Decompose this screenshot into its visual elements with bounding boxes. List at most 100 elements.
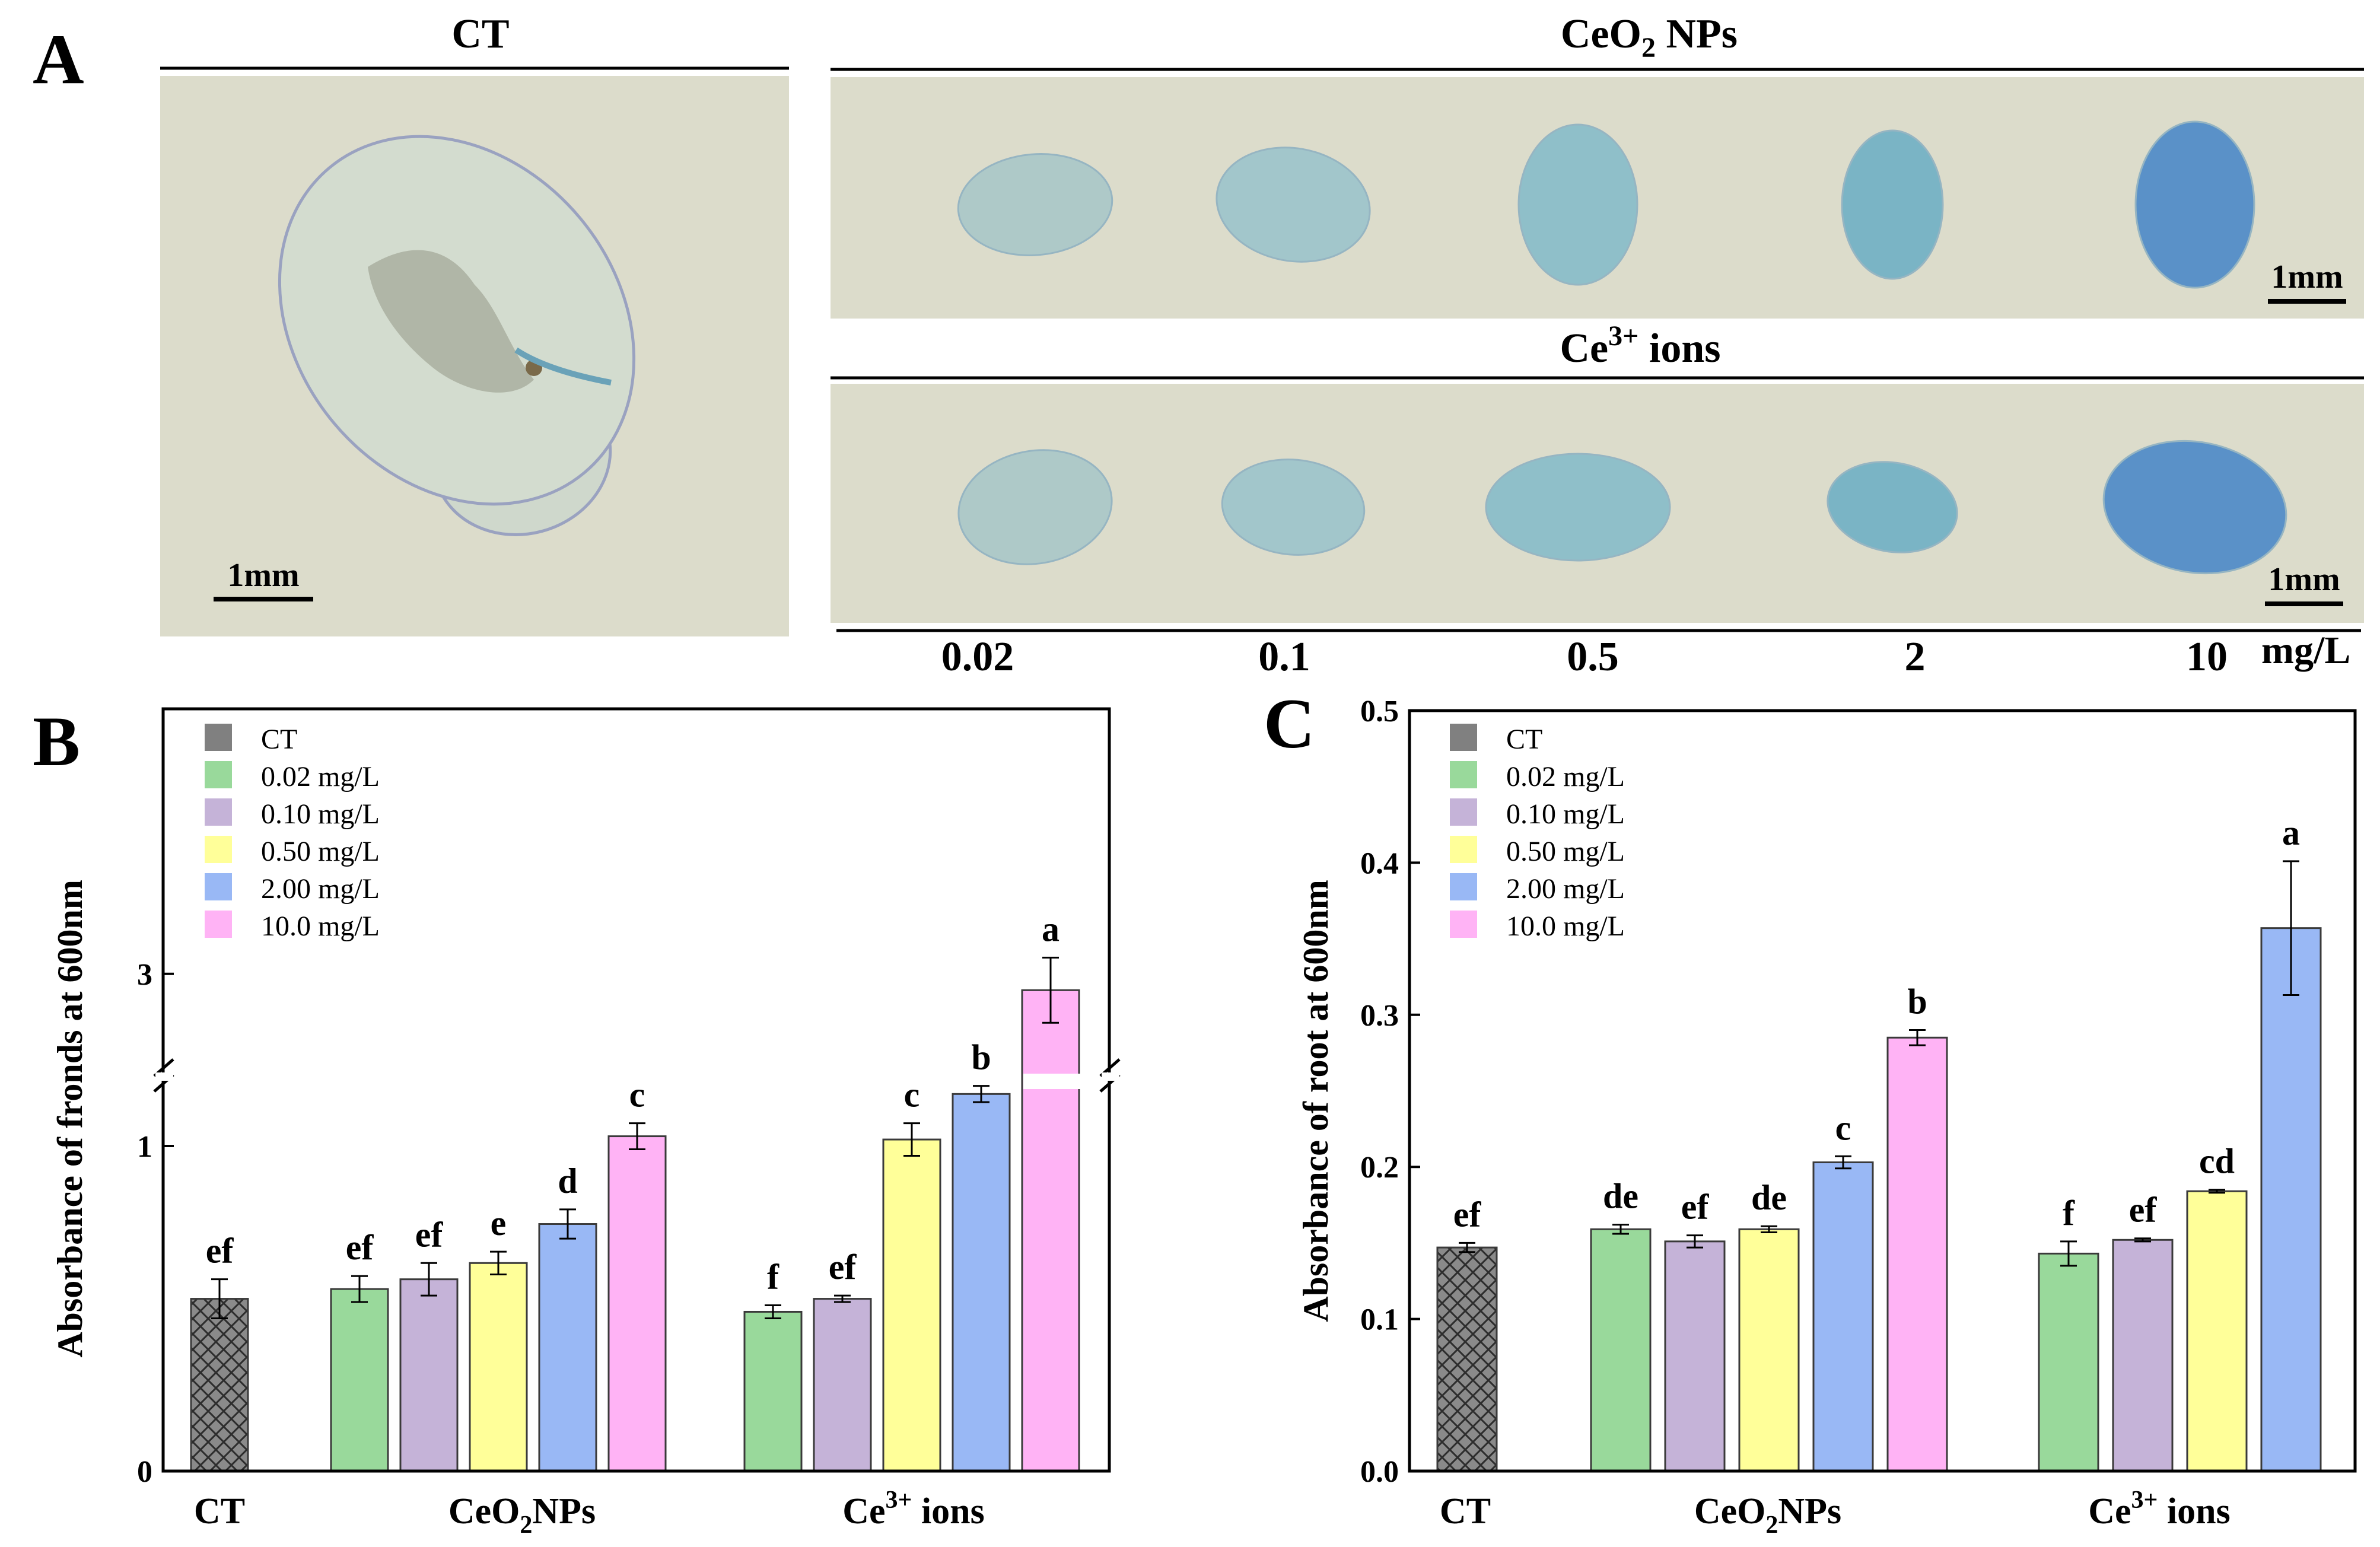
concentration-label: 0.1: [1258, 634, 1310, 680]
nps-strip-title: CeO2 NPs: [1561, 11, 1738, 63]
group-label-text: CT: [194, 1491, 245, 1532]
group-label: CeO2NPs: [448, 1491, 596, 1539]
nps-frond-5: [2134, 120, 2255, 289]
significance-letter: c: [1835, 1108, 1851, 1147]
chart-c: 0.0 0.1 0.2 0.3 0.4 0.5 ef CT de ef de c b CeO2NPs f ef…: [1360, 695, 2357, 1539]
group-label: Ce3+ ions: [842, 1486, 985, 1532]
bar: [2038, 1252, 2099, 1472]
bar: [1664, 1240, 1726, 1472]
concentration-label: 0.02: [941, 634, 1014, 680]
axes-frame: [161, 707, 1111, 1473]
group-label: CeO2NPs: [1694, 1491, 1841, 1539]
group-label-text: CeO: [1694, 1491, 1766, 1532]
panel-a-label: A: [33, 20, 84, 98]
legend-label: 2.00 mg/L: [261, 873, 380, 905]
group-label-tail: NPs: [532, 1491, 596, 1532]
panel-b-ylabel: Absorbance of fronds at 600nm: [50, 880, 90, 1358]
legend-swatch: [1450, 761, 1477, 788]
legend-label: 0.50 mg/L: [261, 836, 380, 867]
concentration-label: 0.5: [1567, 634, 1619, 680]
significance-letter: d: [558, 1161, 577, 1201]
group-label: CT: [1440, 1491, 1491, 1532]
significance-letter: de: [1751, 1178, 1787, 1217]
bar: [1812, 1161, 1874, 1472]
legend-swatch: [205, 761, 232, 788]
significance-letter: ef: [1453, 1195, 1482, 1234]
group-label-sub: 2: [1765, 1511, 1778, 1539]
bar: [469, 1262, 528, 1472]
significance-letter: de: [1603, 1177, 1638, 1216]
group-label-text: CT: [1440, 1491, 1491, 1532]
nps-scale-label: 1mm: [2271, 259, 2343, 295]
legend-swatch: [1450, 911, 1477, 938]
y-tick-label: 0.1: [1360, 1303, 1399, 1337]
ions-frond-1: [957, 449, 1113, 565]
ions-strip-title: Ce3+ ions: [1560, 320, 1720, 371]
bar: [190, 1298, 249, 1472]
significance-letter: e: [491, 1204, 507, 1243]
chart-b: 0 1 3 ef CT ef ef e d c CeO2NPs f ef c b a Ce3+ ions CT 0.…: [137, 707, 1121, 1539]
significance-letter: ef: [1681, 1188, 1710, 1227]
group-label-tail: ions: [912, 1491, 984, 1532]
ions-fronds: [957, 440, 2287, 575]
ions-frond-3: [1485, 453, 1671, 562]
legend-label: CT: [1506, 724, 1542, 755]
nps-frond-4: [1841, 129, 1944, 280]
concentration-label: 10: [2186, 634, 2228, 680]
significance-letter: ef: [415, 1215, 444, 1254]
legend-label: 0.02 mg/L: [1506, 761, 1625, 792]
legend-label: 0.10 mg/L: [261, 798, 380, 830]
group-label-sup: 3+: [886, 1486, 912, 1514]
group-label-tail: NPs: [1778, 1491, 1841, 1532]
nps-frond-2: [1216, 147, 1371, 263]
nps-frond-1: [957, 153, 1113, 256]
significance-letter: c: [629, 1075, 645, 1115]
group-label-sub: 2: [520, 1511, 532, 1539]
legend-swatch: [1450, 724, 1477, 751]
group-label: Ce3+ ions: [2088, 1486, 2231, 1532]
significance-letter: a: [1042, 909, 1059, 948]
bar: [1021, 989, 1080, 1472]
legend-label: 10.0 mg/L: [261, 911, 380, 942]
panel-a: A CT 1mm CeO2 NPs 1mm Ce3+ ions 1mm 0.02…: [33, 11, 2364, 680]
ct-frond: [278, 135, 636, 536]
axes-frame: [1408, 709, 2357, 1473]
panel-b-label: B: [33, 702, 80, 781]
group-label-text: Ce: [842, 1491, 885, 1532]
legend-label: 2.00 mg/L: [1506, 873, 1625, 905]
significance-letter: f: [2063, 1193, 2075, 1233]
significance-letter: a: [2282, 813, 2300, 852]
group-label: CT: [194, 1491, 245, 1532]
bar: [538, 1223, 597, 1472]
legend-label: 10.0 mg/L: [1506, 911, 1625, 942]
bar: [2186, 1190, 2248, 1472]
panel-c-label: C: [1264, 684, 1315, 763]
bar: [1436, 1246, 1498, 1472]
significance-letter: ef: [206, 1231, 234, 1271]
bar: [330, 1288, 389, 1472]
bar: [952, 1093, 1011, 1472]
legend-label: 0.50 mg/L: [1506, 836, 1625, 867]
panel-b: B Absorbance of fronds at 600nm 013efCTe…: [33, 702, 1121, 1539]
group-label-sup: 3+: [2131, 1486, 2158, 1514]
axis-break-gap: [1023, 1074, 1089, 1089]
bar: [607, 1135, 667, 1472]
legend-label: CT: [261, 724, 297, 755]
legend-swatch: [1450, 836, 1477, 863]
ions-frond-5: [2102, 440, 2287, 575]
legend-swatch: [205, 873, 232, 900]
significance-letter: f: [767, 1258, 779, 1297]
legend-swatch: [205, 836, 232, 863]
concentration-label: 2: [1905, 634, 1926, 680]
panel-c-ylabel: Absorbance of root at 600nm: [1296, 880, 1335, 1322]
legend-swatch: [205, 724, 232, 751]
bar: [399, 1278, 459, 1472]
group-label-text: CeO: [448, 1491, 520, 1532]
y-tick-label: 3: [137, 958, 152, 992]
significance-letter: ef: [2129, 1191, 2158, 1230]
y-tick-label: 0: [137, 1455, 152, 1489]
y-tick-label: 0.5: [1360, 695, 1399, 728]
ions-frond-2: [1221, 459, 1366, 556]
significance-letter: ef: [346, 1228, 374, 1267]
legend-swatch: [205, 798, 232, 826]
